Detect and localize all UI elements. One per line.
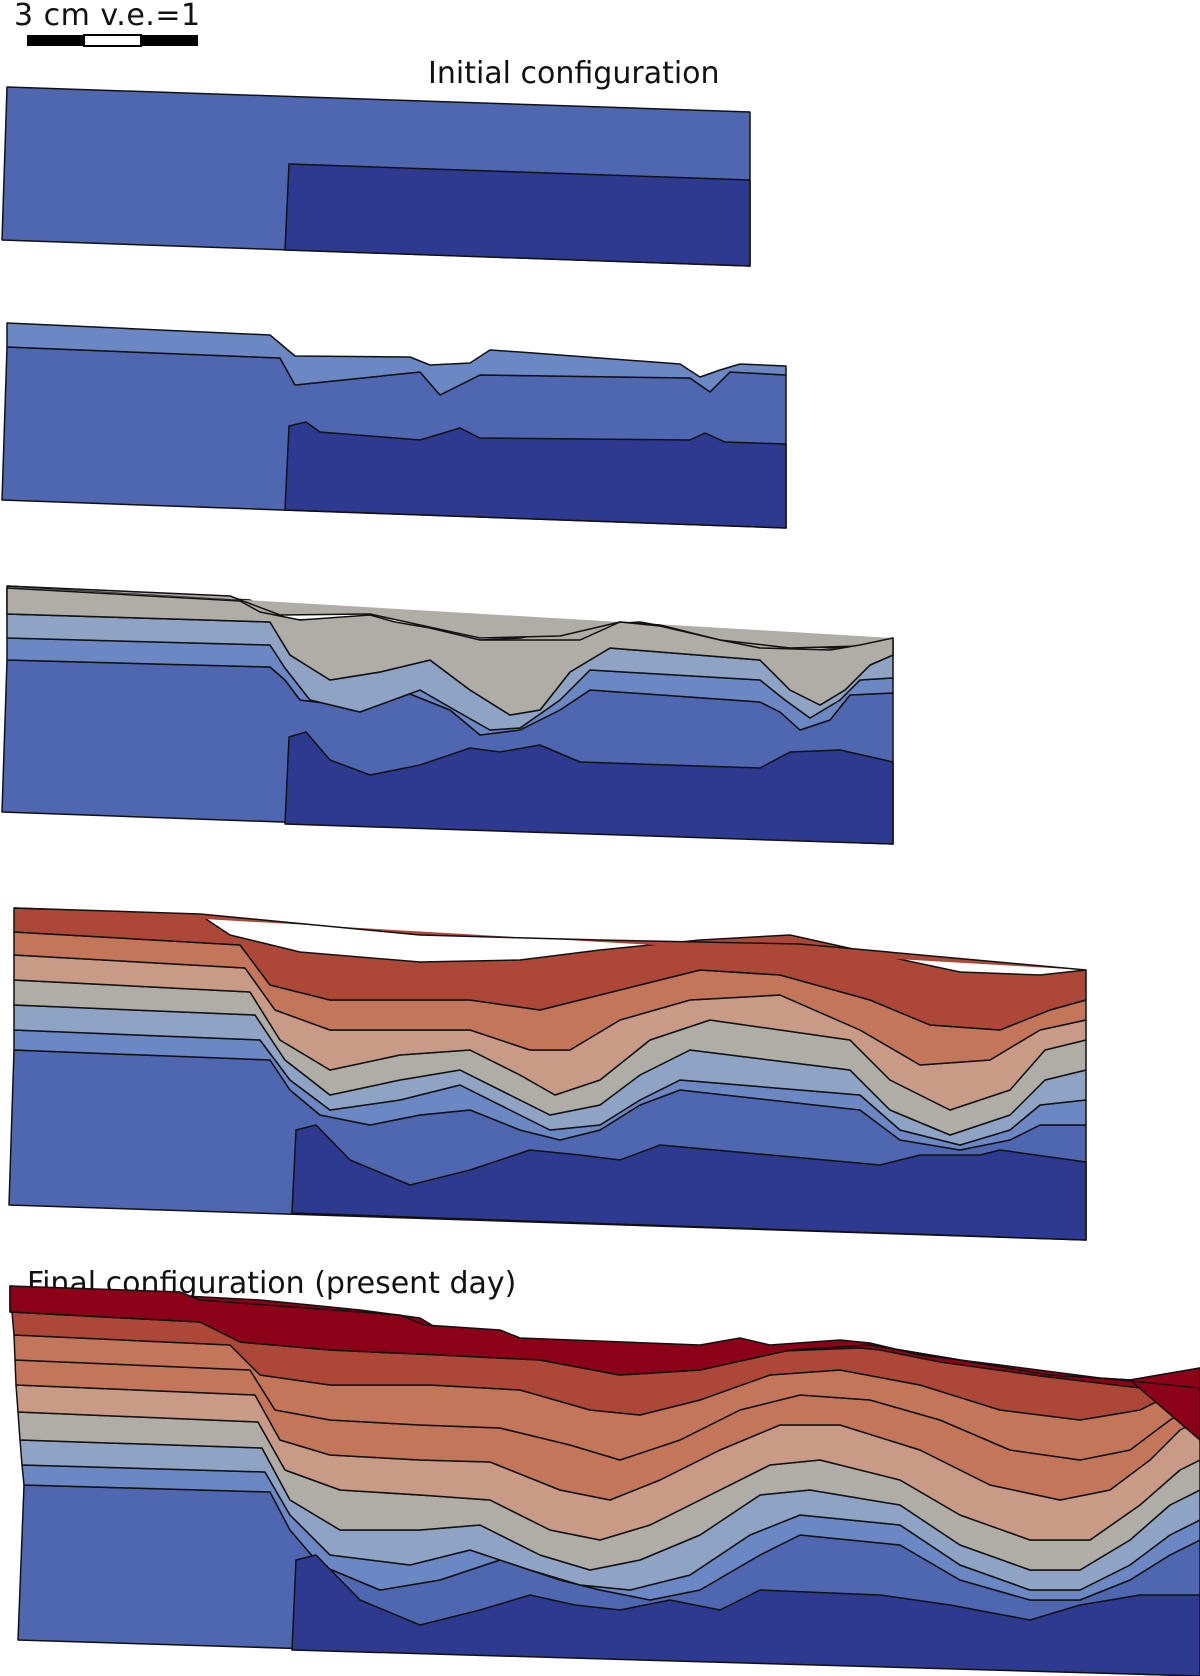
stage3-basement-deep	[284, 731, 894, 845]
stage3-layer-top	[6, 585, 894, 649]
stage2-layer-1	[6, 322, 787, 396]
stage3-surface-gray	[6, 587, 894, 716]
stage-1-section	[1, 86, 751, 267]
stage-2-section	[1, 322, 787, 529]
stage4-layer-crimson-top	[13, 907, 1087, 971]
scale-bar	[27, 34, 198, 47]
initial-configuration-label: Initial configuration	[428, 56, 720, 91]
stage2-basement-deep	[284, 421, 787, 529]
stage5-surface-crimson	[9, 1285, 1200, 1441]
stage5-basement-deep	[291, 1554, 1200, 1676]
stage4-layer-rust	[13, 907, 1087, 1031]
scale-bar-label: 3 cm v.e.=1	[14, 0, 201, 33]
scale-bar-segment-3	[141, 35, 198, 46]
scale-bar-segment-1	[27, 35, 84, 46]
stage-5-section	[9, 1285, 1200, 1676]
stage-4-section	[8, 907, 1087, 1241]
stage4-basement-deep	[291, 1124, 1087, 1241]
stage-3-section	[1, 585, 894, 845]
stage1-basement-deep	[284, 163, 751, 267]
scale-bar-segment-2	[83, 34, 142, 47]
